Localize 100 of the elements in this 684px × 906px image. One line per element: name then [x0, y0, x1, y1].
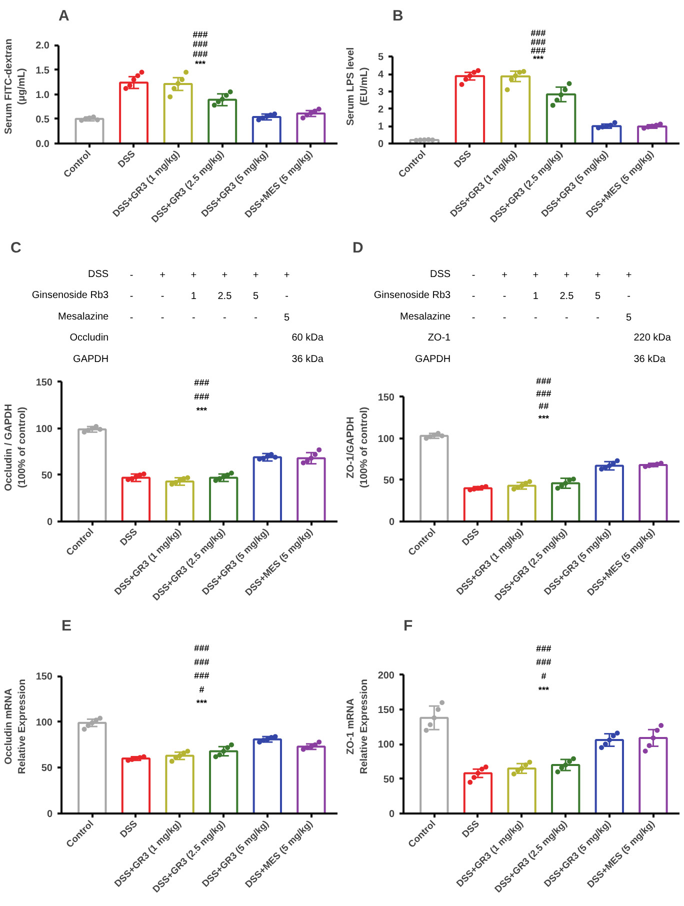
text: ### [194, 643, 210, 654]
y-axis-title: ZO-1 mRNA Relative Expression [346, 678, 370, 774]
y-tick-label: 50 [41, 470, 53, 482]
y-tick-label: 3 [378, 86, 384, 98]
text: - [223, 312, 226, 324]
text: - [472, 270, 476, 281]
chart-title: F [404, 618, 413, 634]
category-label: 60 kDa [292, 332, 324, 344]
text: + [160, 270, 166, 281]
text: - [472, 312, 476, 324]
text: + [222, 270, 228, 281]
text: 2.5 [218, 291, 232, 302]
text: 5 [284, 312, 290, 324]
text: ### [192, 29, 208, 40]
category-label: 36 kDa [634, 354, 666, 365]
text: - [565, 312, 568, 324]
annotation: *** [538, 413, 550, 424]
text: + [252, 270, 259, 281]
text: - [130, 270, 134, 281]
y-tick-label: 50 [41, 763, 53, 774]
text: 5 [594, 291, 601, 302]
text: + [594, 270, 601, 281]
y-tick-label: 150 [378, 392, 395, 404]
y-tick-label: 1 [378, 122, 384, 133]
y-tick-label: 100 [378, 434, 395, 445]
annotation: ### [192, 39, 208, 50]
category-label: DSS [88, 268, 109, 280]
text: + [502, 270, 508, 281]
y-tick-label: 5 [378, 52, 384, 64]
text: - [254, 312, 258, 324]
annotation: *** [196, 698, 208, 708]
y-tick-label: 50 [383, 475, 395, 486]
category-label: Ginsenoside Rb3 [374, 290, 451, 301]
text: ### [536, 657, 552, 668]
text: ### [530, 36, 546, 47]
category-label: Ginsenoside Rb3 [32, 290, 109, 301]
text: 2.5 [560, 291, 574, 302]
y-tick-label: 100 [378, 740, 395, 751]
annotation: ### [194, 377, 210, 388]
annotation: *** [533, 54, 544, 64]
category-label: Mesalazine [58, 311, 109, 322]
text: 5 [626, 312, 632, 324]
text: 1 [532, 291, 538, 302]
y-tick-label: 0 [46, 809, 53, 820]
annotation: # [541, 671, 546, 682]
text: - [596, 312, 600, 324]
text: ### [536, 376, 552, 386]
category-label: GAPDH [415, 354, 451, 365]
y-tick-label: 50 [383, 774, 395, 786]
y-tick-label: 150 [36, 672, 53, 683]
y-tick-label: 100 [36, 424, 53, 435]
y-axis-title: ZO-1/GAPDH (100% of control) [346, 406, 370, 488]
text: - [534, 312, 538, 324]
y-tick-label: 2 [378, 104, 384, 116]
text: + [532, 270, 539, 281]
category-label: ZO-1 [428, 332, 451, 344]
text: + [564, 270, 570, 281]
annotation: ### [192, 48, 208, 59]
text: + [626, 270, 632, 281]
chart-title: E [62, 618, 72, 634]
text: - [130, 291, 134, 302]
y-tick-label: 0 [378, 139, 384, 150]
text: - [502, 291, 506, 302]
text: D [352, 240, 364, 256]
category-label: 220 kDa [634, 332, 671, 344]
chart-title: A [58, 8, 70, 24]
annotation: ## [538, 400, 549, 411]
category-label: Occludin [70, 332, 109, 344]
y-tick-label: 150 [36, 377, 53, 388]
text: - [627, 291, 630, 302]
y-tick-label: 4 [378, 70, 384, 81]
y-tick-label: 150 [378, 705, 395, 716]
annotation: ### [194, 391, 210, 402]
y-tick-label: 1.5 [36, 65, 50, 76]
text: 1 [190, 291, 196, 302]
annotation: *** [196, 405, 208, 416]
text: ### [536, 643, 552, 654]
text: - [160, 291, 164, 302]
annotation: *** [194, 58, 206, 69]
annotation: ### [536, 388, 552, 398]
y-tick-label: 2.0 [36, 40, 50, 52]
text: + [190, 270, 197, 281]
y-axis-title: Occludin / GAPDH (100% of control) [4, 404, 28, 492]
text: - [285, 291, 288, 302]
category-label: 36 kDa [292, 354, 324, 365]
category-label: GAPDH [73, 354, 109, 365]
y-tick-label: 0.5 [36, 114, 50, 126]
category-label: Mesalazine [400, 311, 451, 322]
annotation: ### [194, 670, 210, 681]
y-axis-title: Serum LPS level (EU/mL) [346, 47, 370, 126]
y-tick-label: 0 [388, 809, 395, 820]
annotation: # [199, 684, 204, 694]
y-tick-label: 0 [388, 517, 395, 528]
text: ### [194, 656, 210, 667]
chart-title: B [392, 8, 404, 24]
y-axis-title: Serum FITC-dextran (μg/mL) [3, 38, 28, 134]
text: ### [530, 46, 546, 56]
y-tick-label: 0 [46, 517, 53, 528]
y-tick-label: 1.0 [36, 90, 50, 101]
y-tick-label: 100 [36, 717, 53, 728]
